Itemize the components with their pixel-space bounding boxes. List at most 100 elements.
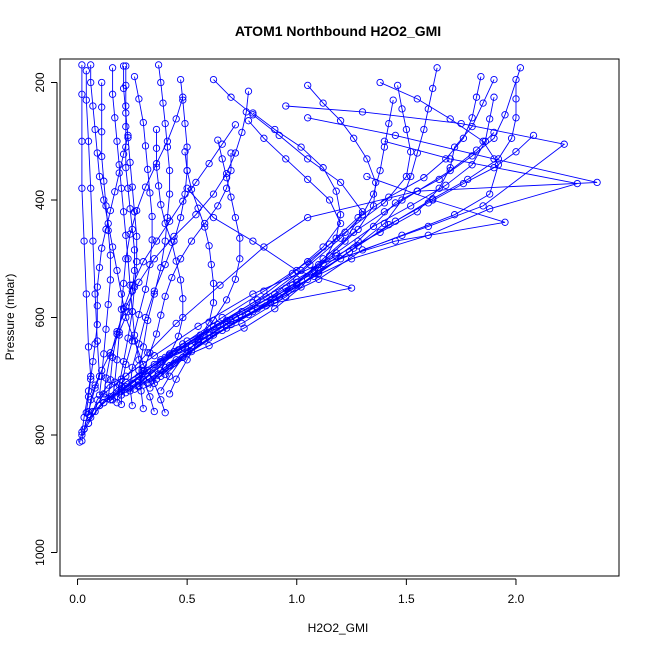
data-point [108, 353, 117, 362]
data-point [139, 118, 147, 127]
data-point [214, 202, 222, 210]
series-line [85, 135, 129, 413]
data-point [214, 136, 222, 144]
data-point [179, 197, 187, 205]
data-point [512, 75, 520, 84]
data-point [363, 172, 371, 181]
data-point [98, 372, 106, 380]
data-point [102, 374, 110, 382]
data-point [161, 292, 169, 301]
data-point [446, 155, 454, 163]
data-point [271, 296, 279, 304]
data-point [91, 381, 99, 389]
y-tick-label: 1000 [33, 539, 47, 566]
data-point [93, 283, 101, 291]
data-point [442, 155, 450, 163]
data-point [242, 108, 250, 116]
data-point [490, 134, 498, 142]
data-point [183, 143, 191, 151]
data-point [271, 125, 279, 134]
y-axis-label: Pressure (mbar) [3, 274, 17, 361]
data-point [130, 266, 139, 275]
data-point [115, 328, 123, 336]
data-point [78, 61, 86, 69]
data-point [393, 81, 402, 90]
data-point [135, 356, 143, 364]
data-point [433, 64, 441, 72]
data-point [179, 93, 187, 101]
data-point [113, 356, 121, 364]
data-point [507, 134, 516, 142]
data-point [78, 184, 86, 192]
data-point [227, 166, 235, 175]
data-point [146, 189, 154, 197]
data-point [407, 172, 415, 181]
data-point [154, 61, 163, 69]
data-point [91, 290, 99, 298]
data-point [593, 178, 601, 187]
data-point [135, 340, 143, 348]
data-point [98, 152, 106, 161]
data-point [369, 222, 378, 231]
data-point [442, 181, 450, 189]
data-point [336, 234, 345, 242]
series-line [147, 97, 495, 384]
data-point [358, 108, 367, 116]
data-point [119, 357, 128, 366]
data-point [148, 212, 156, 221]
data-point [446, 166, 454, 175]
data-point [100, 177, 108, 185]
data-point [104, 394, 112, 403]
data-point [424, 231, 432, 239]
data-point [413, 187, 421, 195]
data-point [165, 190, 174, 198]
data-point [152, 163, 161, 171]
series-line [79, 64, 92, 443]
data-point [93, 302, 101, 310]
data-point [78, 90, 86, 98]
data-point [249, 290, 257, 298]
data-point [165, 217, 174, 225]
data-point [304, 155, 312, 163]
data-point [179, 353, 187, 362]
data-point [244, 87, 253, 95]
data-point [100, 399, 108, 407]
data-point [139, 258, 147, 266]
data-point [573, 179, 581, 188]
data-point [472, 146, 481, 154]
data-point [222, 184, 231, 192]
data-point [380, 137, 389, 145]
data-point [98, 78, 106, 87]
data-point [205, 159, 213, 168]
data-point [181, 148, 189, 156]
series-18 [144, 93, 498, 387]
data-point [350, 134, 358, 142]
data-point [347, 284, 356, 292]
data-point [93, 149, 101, 157]
data-point [238, 128, 246, 137]
data-point [108, 90, 117, 98]
series-22 [161, 75, 520, 379]
data-point [128, 183, 136, 191]
data-point [464, 175, 472, 184]
data-point [194, 204, 202, 212]
data-point [512, 114, 520, 122]
data-point [369, 190, 378, 198]
series-line [99, 85, 412, 406]
data-point [108, 64, 117, 72]
data-point [402, 172, 411, 181]
data-point [163, 137, 172, 145]
data-point [172, 319, 180, 328]
data-point [407, 202, 415, 210]
data-point [336, 211, 345, 219]
data-point [389, 96, 397, 104]
data-point [179, 295, 187, 303]
data-point [249, 111, 257, 119]
data-point [512, 148, 520, 156]
data-point [201, 219, 209, 228]
series-33 [165, 148, 218, 398]
data-point [135, 95, 143, 103]
data-point [194, 336, 202, 344]
data-point [424, 105, 432, 113]
data-point [315, 269, 323, 278]
